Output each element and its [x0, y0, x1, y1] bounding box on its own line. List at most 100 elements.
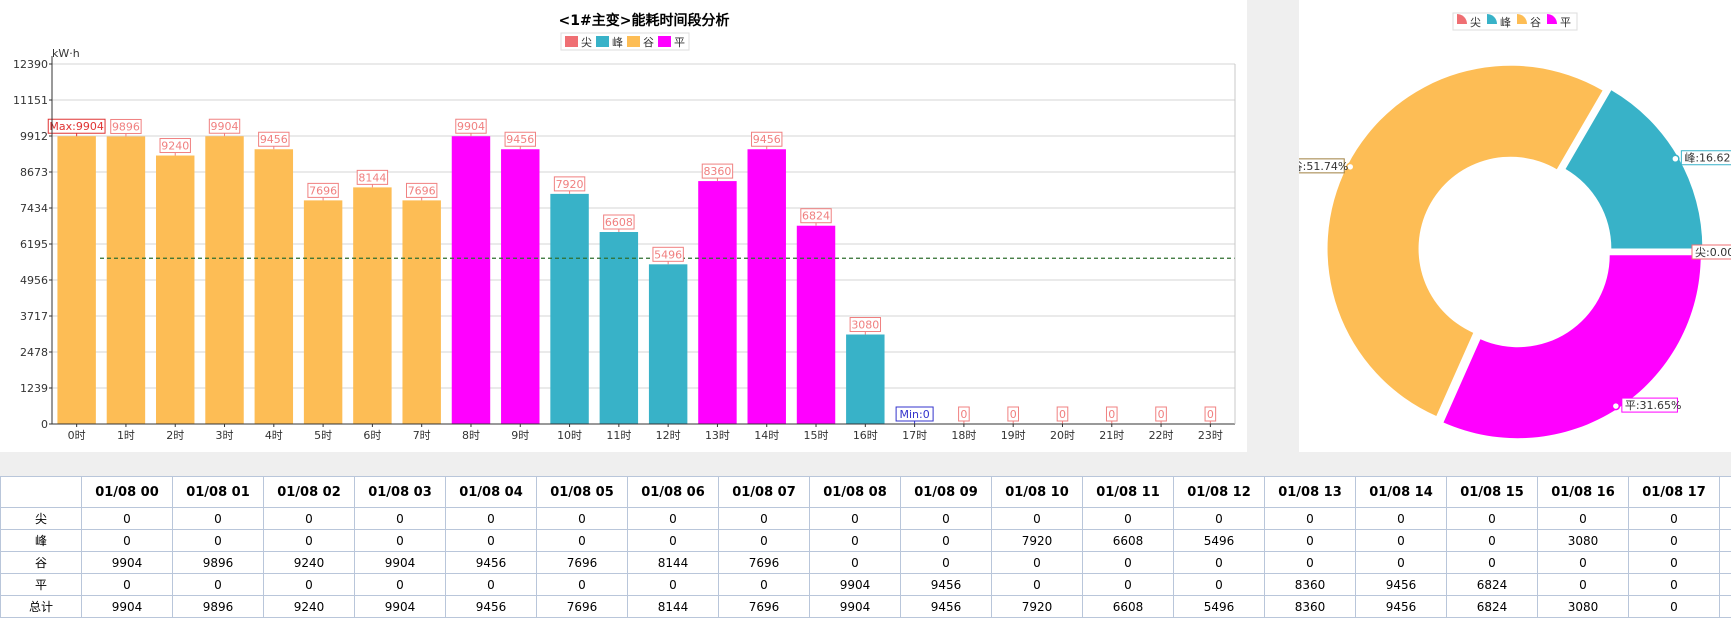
x-tick-label: 23时: [1198, 429, 1223, 442]
pie-label-text: 谷:51.74%: [1299, 160, 1348, 173]
table-cell: 9456: [900, 573, 992, 596]
table-cell: 9904: [81, 595, 173, 618]
table-cell: 0: [900, 529, 992, 552]
y-tick-label: 9912: [20, 130, 48, 143]
value-label-7: 7696: [405, 182, 438, 201]
legend-label: 峰: [612, 36, 623, 49]
table-cell: 0: [627, 507, 719, 530]
table-cell: 0: [809, 507, 901, 530]
x-tick-label: 6时: [363, 429, 381, 442]
value-label-9: 9456: [504, 131, 536, 150]
legend-item-1: 峰: [596, 36, 623, 49]
bar: [501, 149, 540, 424]
table-cell: 0: [354, 529, 446, 552]
row-label: 谷: [0, 551, 82, 574]
bar: [57, 136, 96, 424]
bar: [402, 200, 441, 424]
x-tick-labels: 0时 1时 2时 3时 4时 5时 6时 7时 8时 9时 10时 11时 12时 13时 14时 15时 16…: [68, 424, 1223, 442]
table-header-cell: 01/08 03: [354, 476, 446, 508]
y-tick-label: 8673: [20, 166, 48, 179]
x-tick-label: 13时: [705, 429, 730, 442]
table-cell: 0: [1082, 507, 1174, 530]
x-tick-label: 11时: [606, 429, 631, 442]
x-tick-label: 14时: [754, 429, 779, 442]
data-table-container[interactable]: 01/08 00 01/08 01 01/08 02 01/08 03 01/08 04…: [0, 476, 1731, 619]
table-header-cell: 01/08 09: [900, 476, 992, 508]
legend-item-3: 平: [658, 36, 685, 49]
y-tick-label: 6195: [20, 238, 48, 251]
pie-legend-swatch: [1457, 14, 1467, 24]
row-label: 尖: [0, 507, 82, 530]
value-label-15: 6824: [800, 208, 832, 226]
data-table: 01/08 00 01/08 01 01/08 02 01/08 03 01/08 04…: [0, 476, 1731, 618]
bar-legend[interactable]: 尖 峰 谷平: [560, 32, 690, 51]
legend-swatch: [596, 36, 609, 47]
table-cell: 0: [718, 507, 810, 530]
pie-label-2: 谷:51.74%: [1288, 158, 1355, 174]
table-cell: 0: [172, 529, 264, 552]
x-tick-label: 10时: [557, 429, 582, 442]
value-label-text: 6608: [605, 216, 633, 229]
value-label-text: Max:9904: [49, 120, 103, 133]
table-cell: 8144: [627, 551, 719, 574]
pie-chart-panel: 尖 峰 谷 平 尖:0.00% 峰:16.62% 谷:51.74% 平:31.65%: [1288, 0, 1731, 452]
y-tick-label: 11151: [13, 94, 48, 107]
pie-legend-item-2: 谷: [1517, 14, 1541, 29]
legend-swatch: [658, 36, 671, 47]
table-cell: 0: [172, 573, 264, 596]
value-label-text: 0: [1108, 408, 1115, 421]
bar: [747, 149, 786, 424]
legend-label: 谷: [643, 36, 654, 49]
legend-swatch: [565, 36, 578, 47]
pie-legend-swatch: [1517, 14, 1527, 24]
table-cell: 9456: [1355, 573, 1447, 596]
pie-slices[interactable]: [1327, 65, 1703, 439]
table-cell: 0: [1628, 595, 1720, 618]
table-header-cell: 01: [1719, 476, 1731, 508]
pie-label-text: 平:31.65%: [1625, 399, 1682, 412]
table-header-cell: 01/08 16: [1537, 476, 1629, 508]
legend-label: 尖: [581, 36, 592, 49]
x-tick-label: 18时: [951, 429, 976, 442]
table-cell: 3080: [1537, 595, 1629, 618]
table-cell: 7696: [536, 595, 628, 618]
y-tick-label: 12390: [13, 58, 48, 71]
table-cell: 9904: [354, 551, 446, 574]
table-cell: 9456: [900, 595, 992, 618]
x-tick-label: 2时: [166, 429, 184, 442]
bar-series[interactable]: [57, 136, 885, 424]
pie-legend[interactable]: 尖峰谷平: [1452, 12, 1578, 31]
value-labels: Max:9904 9896 9240 9904 9456 7696 8144 7696 9904…: [47, 118, 1217, 424]
table-header-cell: 01/08 00: [81, 476, 173, 508]
bar: [550, 193, 589, 424]
pie-label-box: [1691, 244, 1731, 260]
table-header-cell: 01/08 11: [1082, 476, 1174, 508]
legend-item-0: 尖: [565, 36, 592, 49]
table-cell: 0: [1628, 507, 1720, 530]
bar: [205, 136, 244, 424]
bar: [106, 136, 146, 424]
value-label-11: 6608: [603, 214, 635, 232]
table-cell: 0: [991, 573, 1083, 596]
value-label-text: 9456: [753, 133, 781, 146]
table-cell: [1719, 573, 1731, 596]
pie-slice: [1565, 90, 1703, 249]
value-label-text: 0: [1059, 408, 1066, 421]
bar: [451, 136, 491, 424]
table-cell: 9240: [263, 551, 355, 574]
table-cell: 0: [627, 529, 719, 552]
table-cell: 0: [354, 573, 446, 596]
table-cell: 0: [809, 551, 901, 574]
value-label-text: 8144: [358, 171, 386, 184]
table-cell: 8360: [1264, 573, 1356, 596]
x-tick-label: 21时: [1099, 429, 1124, 442]
table-cell: 0: [536, 507, 628, 530]
table-header-cell: 01/08 04: [445, 476, 537, 508]
y-tick-labels: 0 1239 2478 3717 4956 6195 7434 8673 9912 11151 12…: [13, 58, 52, 431]
table-cell: 8144: [627, 595, 719, 618]
value-label-text: 0: [1207, 408, 1214, 421]
value-label-1: 9896: [110, 118, 142, 137]
table-cell: 0: [991, 507, 1083, 530]
axes: [51, 56, 1236, 425]
